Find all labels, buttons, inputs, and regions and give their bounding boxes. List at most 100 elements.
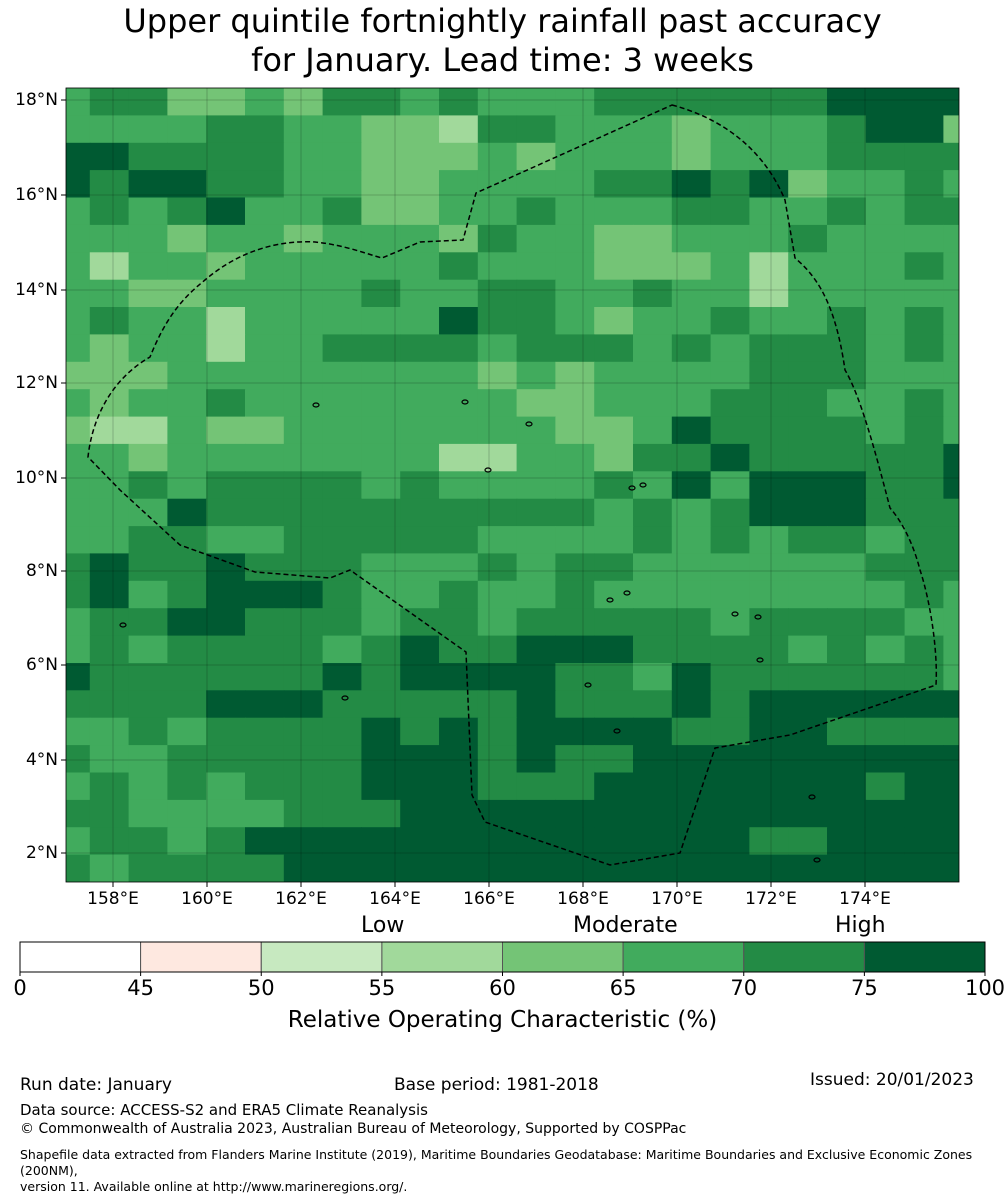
grid-cell bbox=[400, 334, 440, 363]
grid-cell bbox=[89, 142, 130, 171]
grid-cell bbox=[516, 690, 556, 719]
grid-cell bbox=[322, 663, 362, 691]
grid-cell bbox=[89, 88, 130, 116]
grid-cell bbox=[245, 443, 285, 472]
colorbar-tick: 45 bbox=[127, 976, 154, 1000]
grid-cell bbox=[710, 443, 750, 472]
grid-cell bbox=[788, 224, 828, 253]
colorbar-segment bbox=[260, 941, 383, 973]
grid-cell bbox=[516, 416, 556, 445]
grid-cell bbox=[982, 855, 1005, 883]
grid-cell bbox=[206, 361, 246, 390]
grid-cell bbox=[749, 88, 789, 116]
grid-cell bbox=[943, 334, 959, 363]
grid-cell bbox=[943, 471, 959, 500]
colorbar-segment bbox=[622, 941, 745, 973]
grid-cell bbox=[594, 389, 634, 418]
grid-cell bbox=[361, 580, 401, 609]
grid-cell bbox=[594, 416, 634, 445]
grid-cell bbox=[710, 224, 750, 253]
grid-cell bbox=[66, 471, 91, 500]
grid-cell bbox=[322, 526, 362, 555]
grid-cell bbox=[982, 526, 1005, 554]
grid-cell bbox=[749, 663, 789, 691]
grid-cell bbox=[477, 526, 518, 555]
grid-cell bbox=[633, 224, 673, 253]
grid-cell bbox=[555, 471, 595, 500]
grid-cell bbox=[749, 690, 789, 719]
grid-cell bbox=[283, 498, 324, 527]
grid-cell bbox=[555, 717, 595, 746]
grid-cell bbox=[322, 115, 362, 144]
grid-cell bbox=[594, 663, 634, 691]
grid-cell bbox=[283, 717, 324, 746]
grid-cell bbox=[89, 389, 130, 418]
grid-cell bbox=[788, 635, 828, 664]
grid-cell bbox=[66, 307, 91, 335]
lon-label: 164°E bbox=[369, 889, 421, 909]
grid-cell bbox=[89, 170, 130, 199]
grid-cell bbox=[904, 745, 944, 774]
colorbar-tick: 50 bbox=[247, 976, 275, 1000]
grid-cell bbox=[245, 717, 285, 746]
grid-cell bbox=[749, 580, 789, 609]
grid-cell bbox=[594, 252, 634, 281]
grid-cell bbox=[283, 443, 324, 472]
grid-cell bbox=[245, 279, 285, 308]
grid-cell bbox=[865, 553, 906, 582]
grid-cell bbox=[904, 772, 944, 801]
gridlines bbox=[66, 88, 959, 882]
grid-cell bbox=[827, 580, 867, 609]
grid-cell bbox=[400, 361, 440, 390]
grid-cell bbox=[633, 197, 673, 226]
grid-cell bbox=[167, 635, 207, 664]
shapefile-credit: Shapefile data extracted from Flanders M… bbox=[20, 1147, 1005, 1195]
grid-cell bbox=[516, 663, 556, 691]
grid-cell bbox=[322, 635, 362, 664]
grid-cell bbox=[865, 717, 906, 746]
grid-cell bbox=[671, 307, 712, 335]
grid-cell bbox=[206, 526, 246, 555]
grid-cell bbox=[400, 827, 440, 856]
lon-label: 168°E bbox=[557, 889, 609, 909]
grid-cell bbox=[167, 553, 207, 582]
grid-cell bbox=[827, 416, 867, 445]
grid-cell bbox=[671, 827, 712, 856]
grid-cell bbox=[943, 142, 959, 171]
island-icon bbox=[813, 857, 821, 863]
grid-cell bbox=[206, 717, 246, 746]
grid-cell bbox=[128, 416, 168, 445]
grid-cell bbox=[66, 498, 91, 527]
grid-cell bbox=[865, 88, 906, 116]
grid-cell bbox=[167, 334, 207, 363]
grid-cell bbox=[89, 279, 130, 308]
run-date: Run date: January bbox=[20, 1075, 172, 1095]
grid-cell bbox=[89, 854, 130, 882]
grid-cell bbox=[206, 608, 246, 637]
grid-cell bbox=[594, 334, 634, 363]
grid-cell bbox=[594, 827, 634, 856]
grid-cell bbox=[322, 717, 362, 746]
lat-label: 4°N bbox=[25, 750, 58, 770]
grid-cell bbox=[361, 307, 401, 335]
grid-cell bbox=[865, 827, 906, 856]
grid-cell bbox=[671, 553, 712, 582]
grid-cell bbox=[400, 553, 440, 582]
grid-cell bbox=[206, 416, 246, 445]
grid-cell bbox=[788, 772, 828, 801]
grid-cell bbox=[671, 635, 712, 664]
island-icon bbox=[731, 611, 739, 617]
grid-cell bbox=[943, 498, 959, 527]
grid-cell bbox=[982, 389, 1005, 417]
grid-cell bbox=[594, 307, 634, 335]
grid-cell bbox=[283, 416, 324, 445]
grid-cell bbox=[982, 718, 1005, 746]
grid-cell bbox=[206, 88, 246, 116]
grid-cell bbox=[633, 498, 673, 527]
grid-cell bbox=[633, 690, 673, 719]
grid-cell bbox=[245, 854, 285, 882]
grid-cell bbox=[516, 827, 556, 856]
grid-cell bbox=[555, 553, 595, 582]
grid-cell bbox=[982, 663, 1005, 691]
